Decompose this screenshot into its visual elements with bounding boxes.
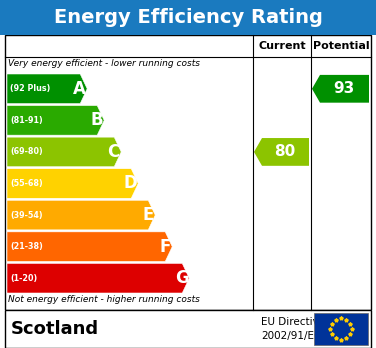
Polygon shape [7,232,172,261]
Text: Energy Efficiency Rating: Energy Efficiency Rating [53,8,323,27]
Text: Not energy efficient - higher running costs: Not energy efficient - higher running co… [8,295,200,304]
Text: EU Directive
2002/91/EC: EU Directive 2002/91/EC [261,317,325,341]
Polygon shape [7,105,104,135]
Polygon shape [7,263,189,293]
Text: (39-54): (39-54) [10,211,42,220]
Text: (55-68): (55-68) [10,179,43,188]
Text: 80: 80 [274,144,296,159]
Polygon shape [7,169,138,198]
Text: E: E [142,206,153,224]
Text: A: A [73,80,86,98]
Bar [0,0,376,35]
Polygon shape [7,200,155,230]
Text: F: F [159,238,170,256]
Bar [5,35,371,310]
Polygon shape [7,74,87,104]
Bar [0,310,376,348]
Polygon shape [7,137,121,167]
Text: (92 Plus): (92 Plus) [10,84,50,93]
Text: Scotland: Scotland [11,320,99,338]
Text: C: C [108,143,120,161]
Text: D: D [124,174,138,192]
Text: 93: 93 [334,81,355,96]
Text: Current: Current [258,41,306,51]
Text: G: G [175,269,189,287]
Text: B: B [90,111,103,129]
Text: (69-80): (69-80) [10,148,43,157]
Text: (21-38): (21-38) [10,242,43,251]
Text: Very energy efficient - lower running costs: Very energy efficient - lower running co… [8,59,200,68]
Text: (81-91): (81-91) [10,116,43,125]
Bar [5,310,371,348]
Polygon shape [254,138,309,166]
Bar [314,313,368,345]
Text: Potential: Potential [313,41,369,51]
Text: (1-20): (1-20) [10,274,37,283]
Polygon shape [312,75,369,103]
